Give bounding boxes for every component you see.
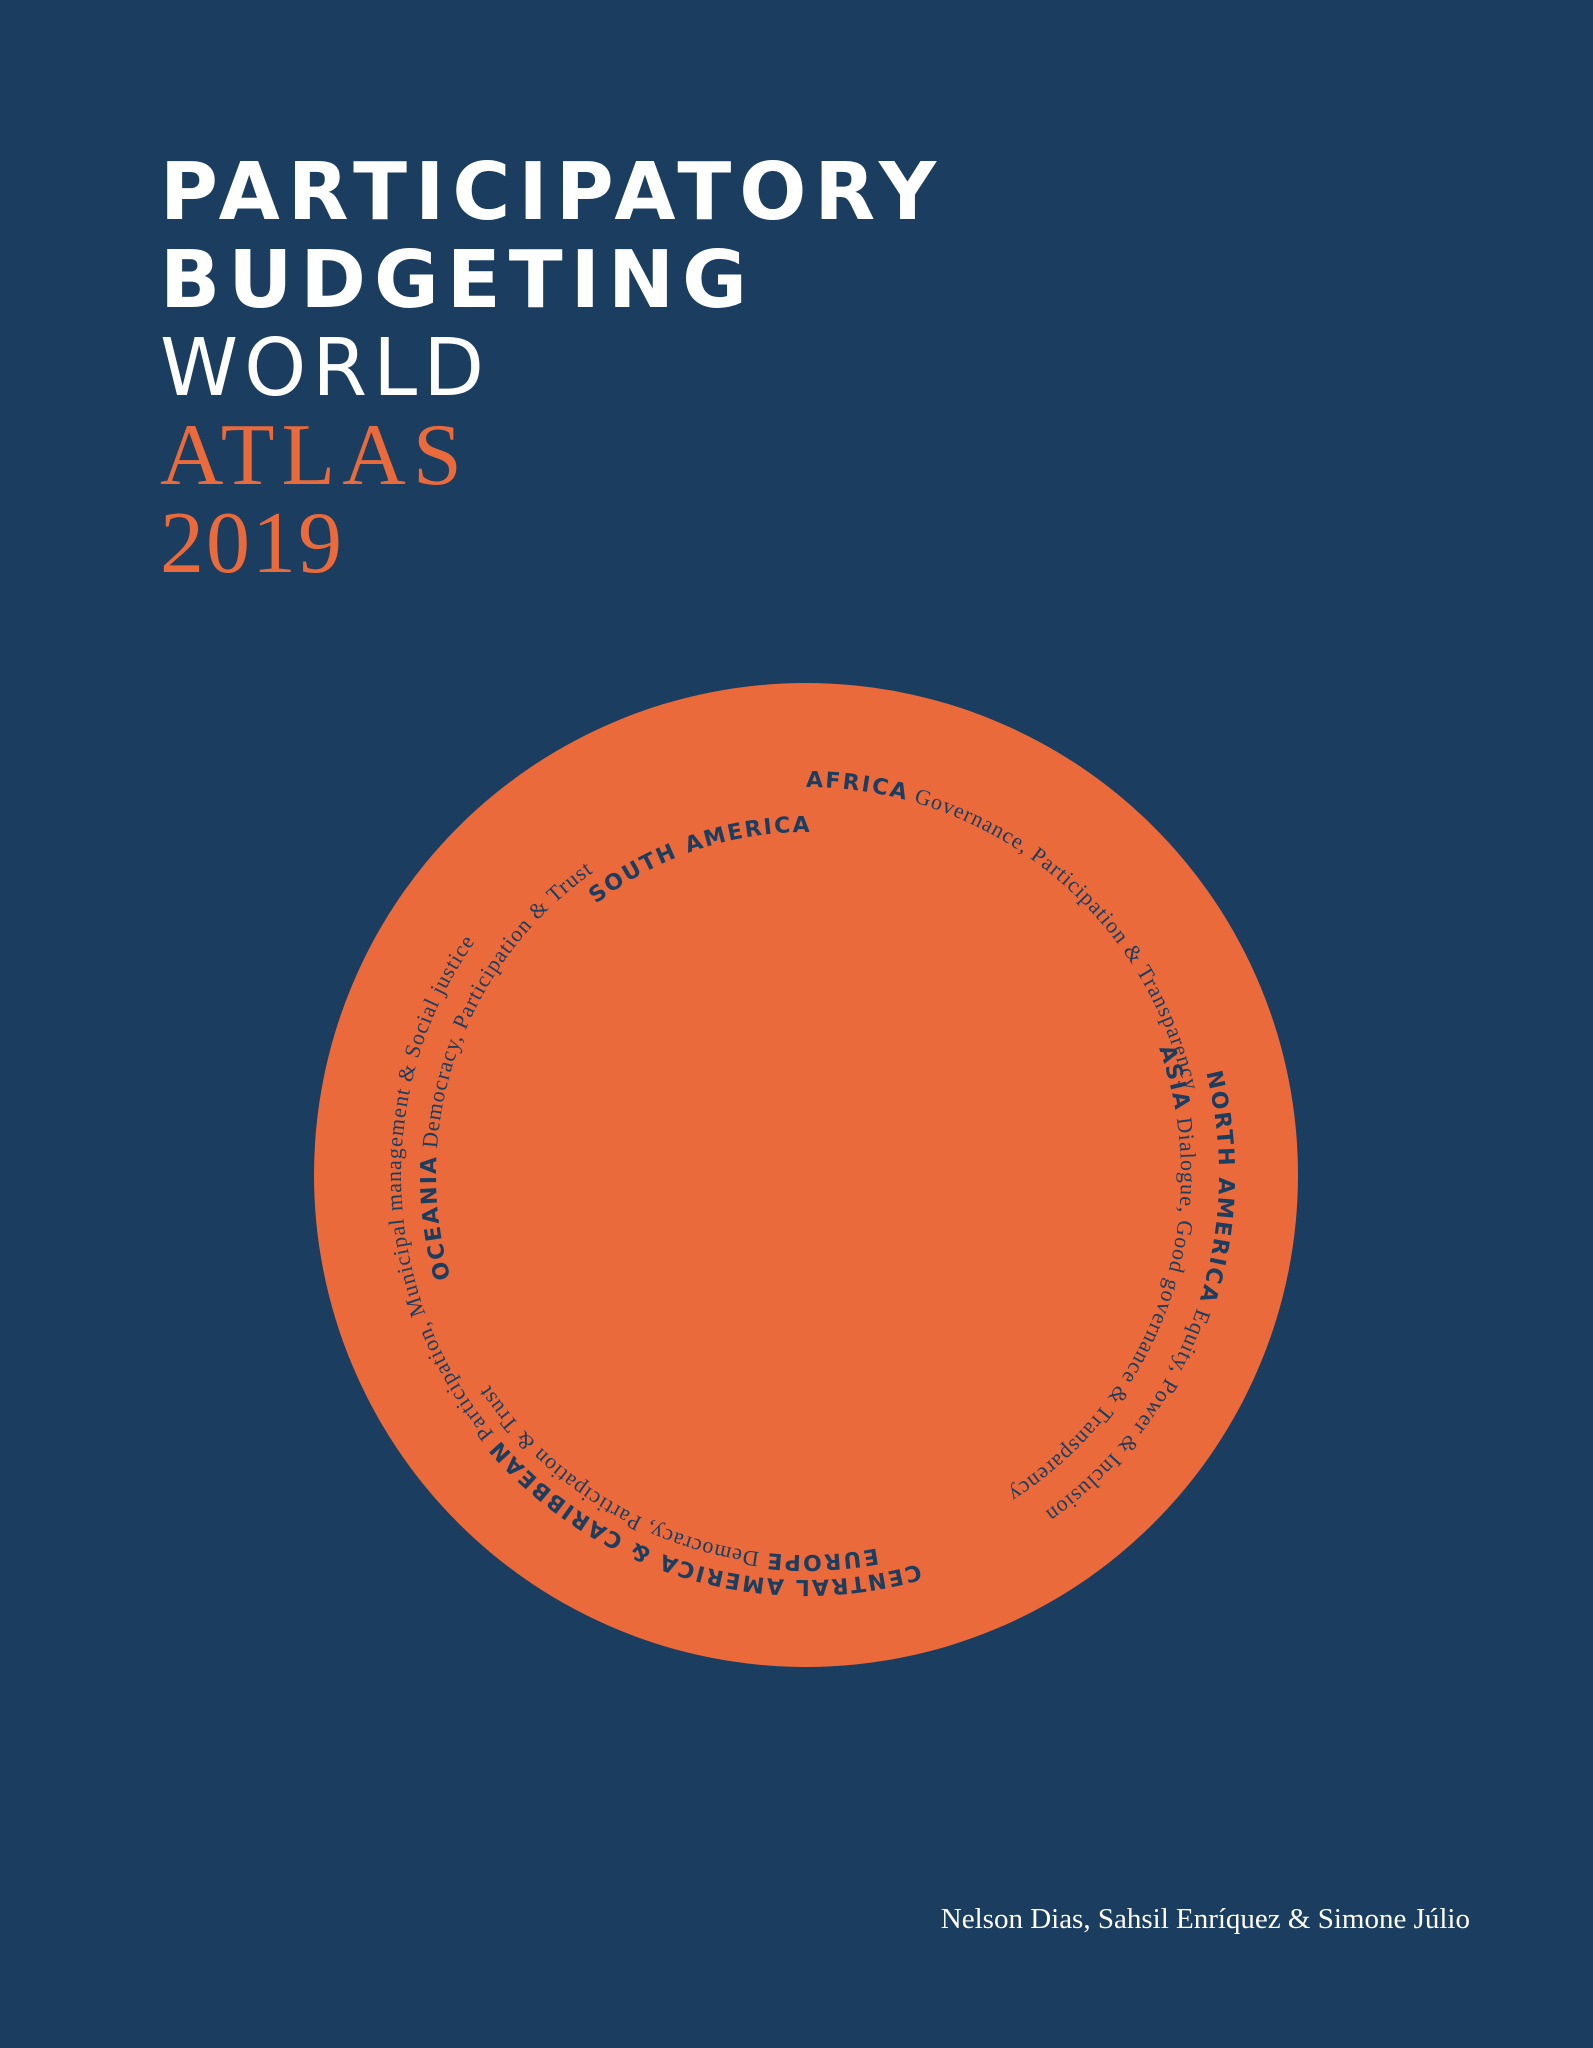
title-line-world: WORLD <box>160 322 491 414</box>
title-line-budgeting: BUDGETING <box>160 234 755 326</box>
authors-credit: Nelson Dias, Sahsil Enríquez & Simone Jú… <box>940 1903 1470 1935</box>
region-south-america-themes: Democracy, Fight corruption & Social jus… <box>0 42 9 67</box>
title-year: 2019 <box>160 495 344 592</box>
title-line-participatory: PARTICIPATORY <box>160 146 945 238</box>
title-line-atlas: ATLAS <box>160 407 469 504</box>
cover-title: PARTICIPATORY BUDGETING WORLD ATLAS 2019 <box>160 148 944 588</box>
orange-circle <box>314 683 1298 1667</box>
